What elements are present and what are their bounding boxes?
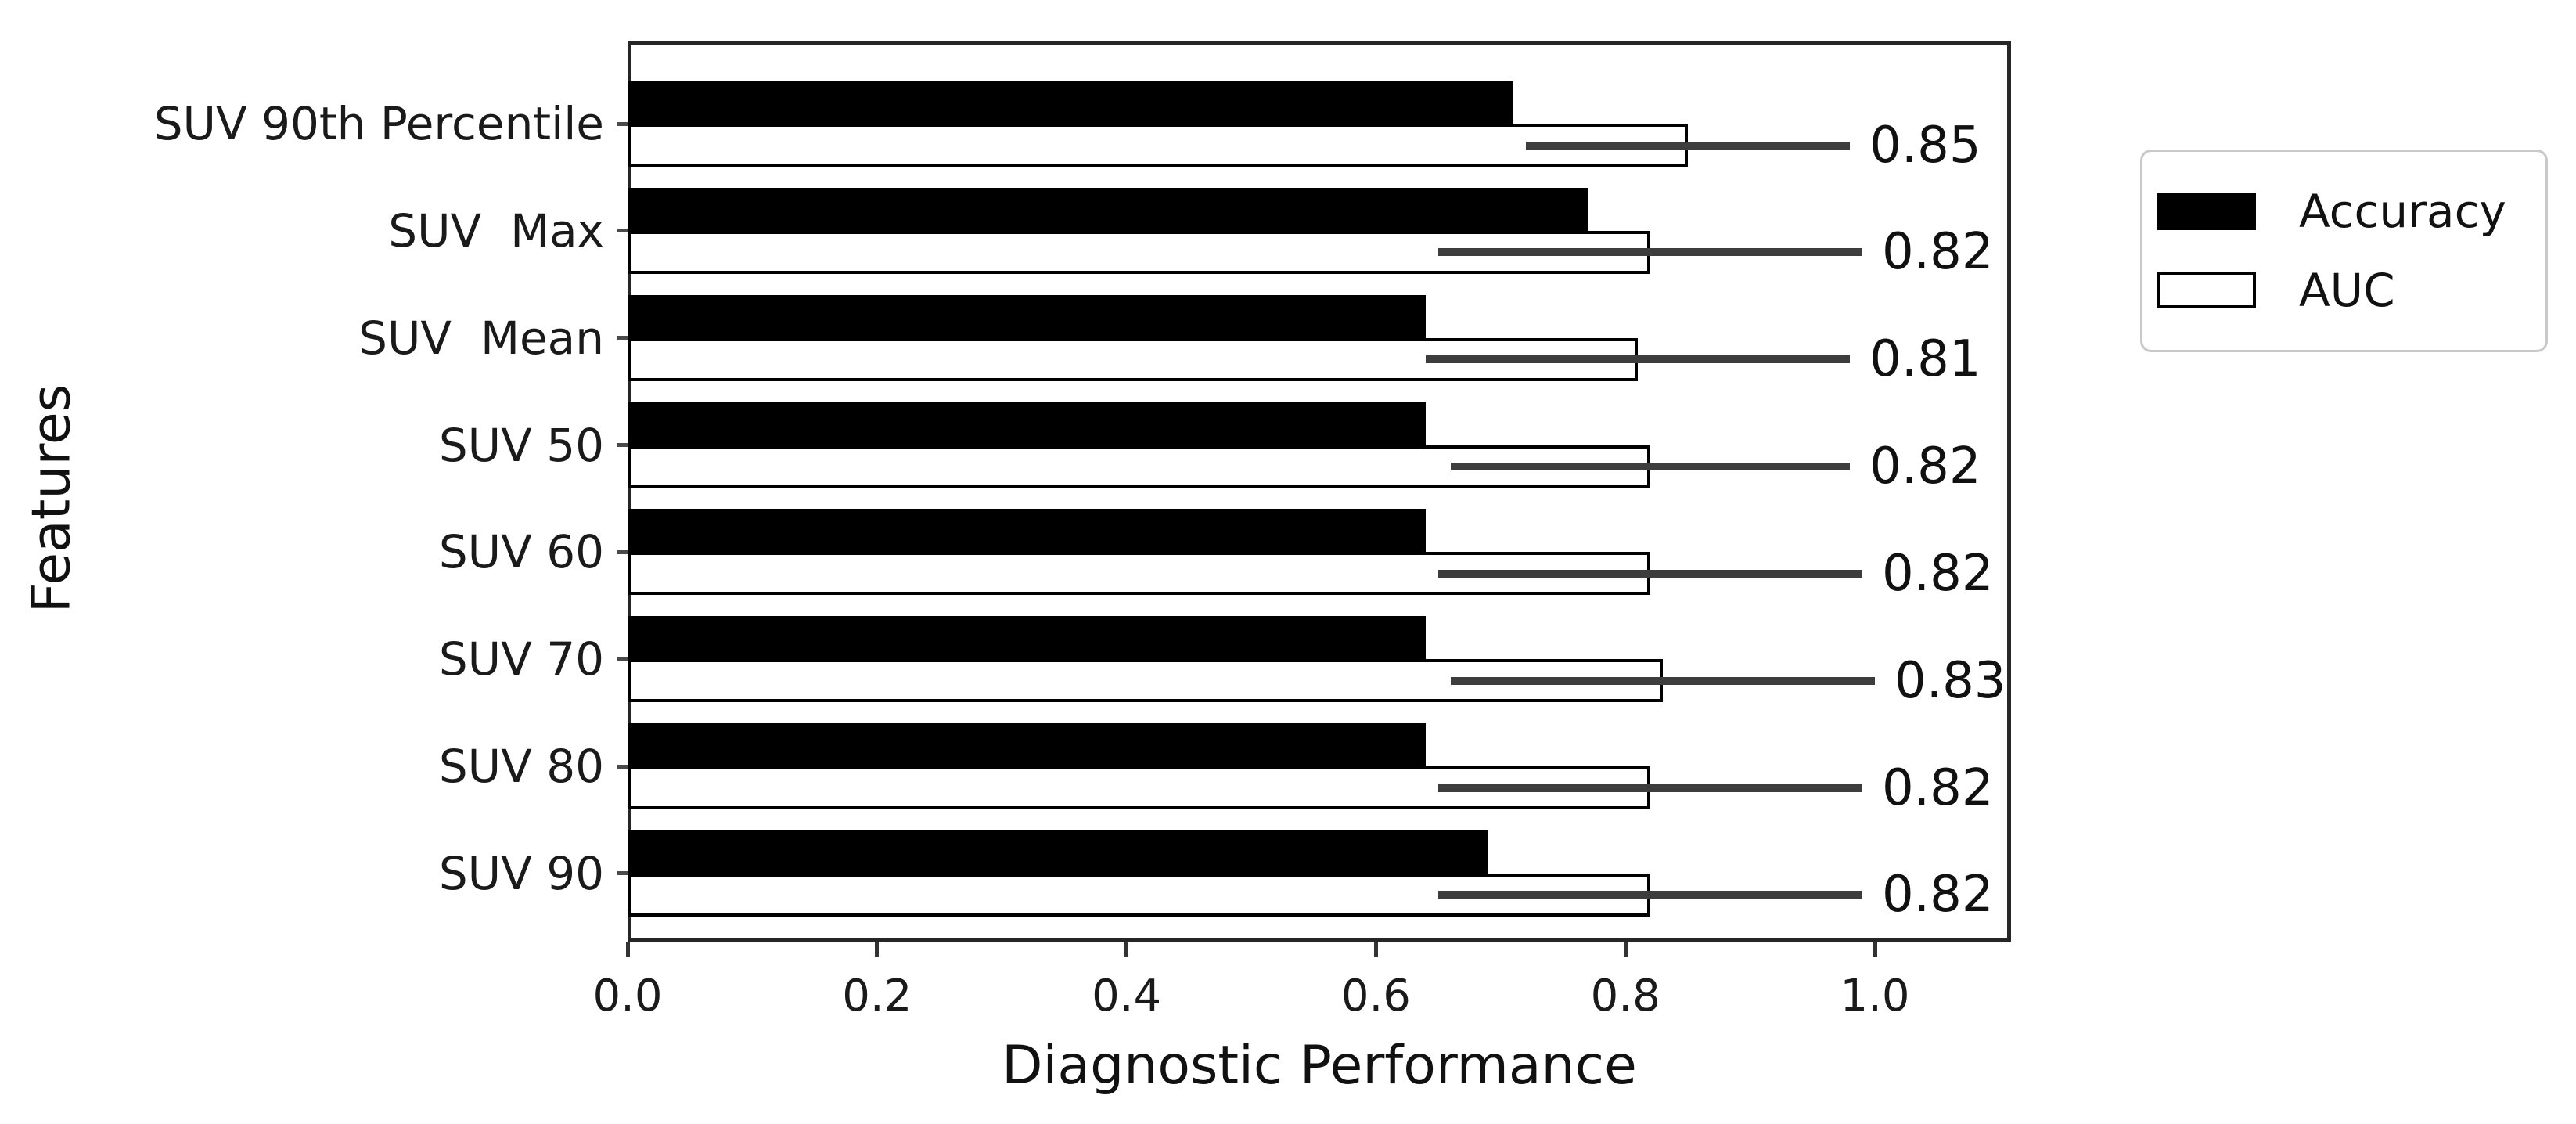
accuracy-bar: [628, 187, 1588, 231]
legend-entry-auc: AUC: [2157, 264, 2545, 317]
y-tick-label: SUV 90th Percentile: [153, 97, 604, 150]
y-tick-label: SUV Mean: [358, 311, 604, 365]
y-tick-label: SUV 50: [438, 418, 604, 472]
x-tick-label: 0.6: [1340, 971, 1411, 1021]
x-tick-label: 0.0: [592, 971, 663, 1021]
auc-error-bar: [1451, 463, 1851, 471]
auc-error-bar: [1451, 676, 1875, 685]
accuracy-bar: [628, 616, 1427, 660]
legend: Accuracy AUC: [2140, 150, 2548, 352]
auc-error-bar: [1438, 891, 1863, 899]
accuracy-bar: [628, 830, 1488, 874]
y-tick-label: SUV 60: [438, 525, 604, 579]
x-tick-label: 0.2: [842, 971, 912, 1021]
auc-value-label: 0.82: [1882, 758, 1994, 817]
accuracy-bar: [628, 294, 1427, 338]
y-tick-mark: [617, 657, 628, 661]
x-tick-mark: [625, 942, 630, 957]
auc-error-bar: [1438, 784, 1863, 792]
auc-swatch-icon: [2157, 272, 2256, 309]
y-tick-mark: [617, 229, 628, 233]
auc-bar: [628, 124, 1688, 167]
x-tick-label: 0.8: [1590, 971, 1660, 1021]
auc-value-label: 0.81: [1869, 330, 1981, 389]
x-tick-label: 0.4: [1092, 971, 1162, 1021]
auc-error-bar: [1525, 141, 1851, 150]
auc-value-label: 0.82: [1882, 544, 1994, 603]
y-tick-label: SUV Max: [388, 204, 604, 258]
y-tick-mark: [617, 443, 628, 448]
legend-entry-accuracy: Accuracy: [2157, 185, 2545, 238]
auc-error-bar: [1426, 355, 1851, 364]
legend-label-auc: AUC: [2299, 263, 2395, 317]
auc-value-label: 0.85: [1869, 116, 1981, 175]
x-tick-mark: [1623, 942, 1628, 957]
accuracy-bar: [628, 723, 1427, 767]
auc-value-label: 0.82: [1882, 223, 1994, 282]
y-tick-mark: [617, 764, 628, 769]
y-tick-mark: [617, 549, 628, 554]
auc-value-label: 0.83: [1894, 651, 2006, 710]
accuracy-swatch-icon: [2157, 193, 2256, 230]
auc-error-bar: [1438, 248, 1863, 257]
accuracy-bar: [628, 509, 1427, 553]
auc-error-bar: [1438, 569, 1863, 578]
auc-value-label: 0.82: [1869, 438, 1981, 496]
y-tick-label: SUV 70: [438, 632, 604, 686]
y-tick-label: SUV 90: [438, 846, 604, 900]
x-tick-mark: [1124, 942, 1129, 957]
plot-area: 0.85 0.82 0.81 0.82 0.82 0.83 0.82 0.82: [628, 41, 2011, 942]
x-tick-mark: [1373, 942, 1378, 957]
accuracy-bar: [628, 81, 1513, 124]
x-tick-mark: [1873, 942, 1877, 957]
accuracy-bar: [628, 402, 1427, 445]
x-tick-label: 1.0: [1840, 971, 1910, 1021]
y-tick-mark: [617, 336, 628, 340]
x-tick-mark: [875, 942, 880, 957]
y-tick-label: SUV 80: [438, 740, 604, 794]
y-tick-mark: [617, 121, 628, 126]
x-axis-title: Diagnostic Performance: [1002, 1035, 1637, 1097]
y-tick-mark: [617, 871, 628, 876]
legend-label-accuracy: Accuracy: [2299, 185, 2506, 239]
auc-value-label: 0.82: [1882, 866, 1994, 924]
